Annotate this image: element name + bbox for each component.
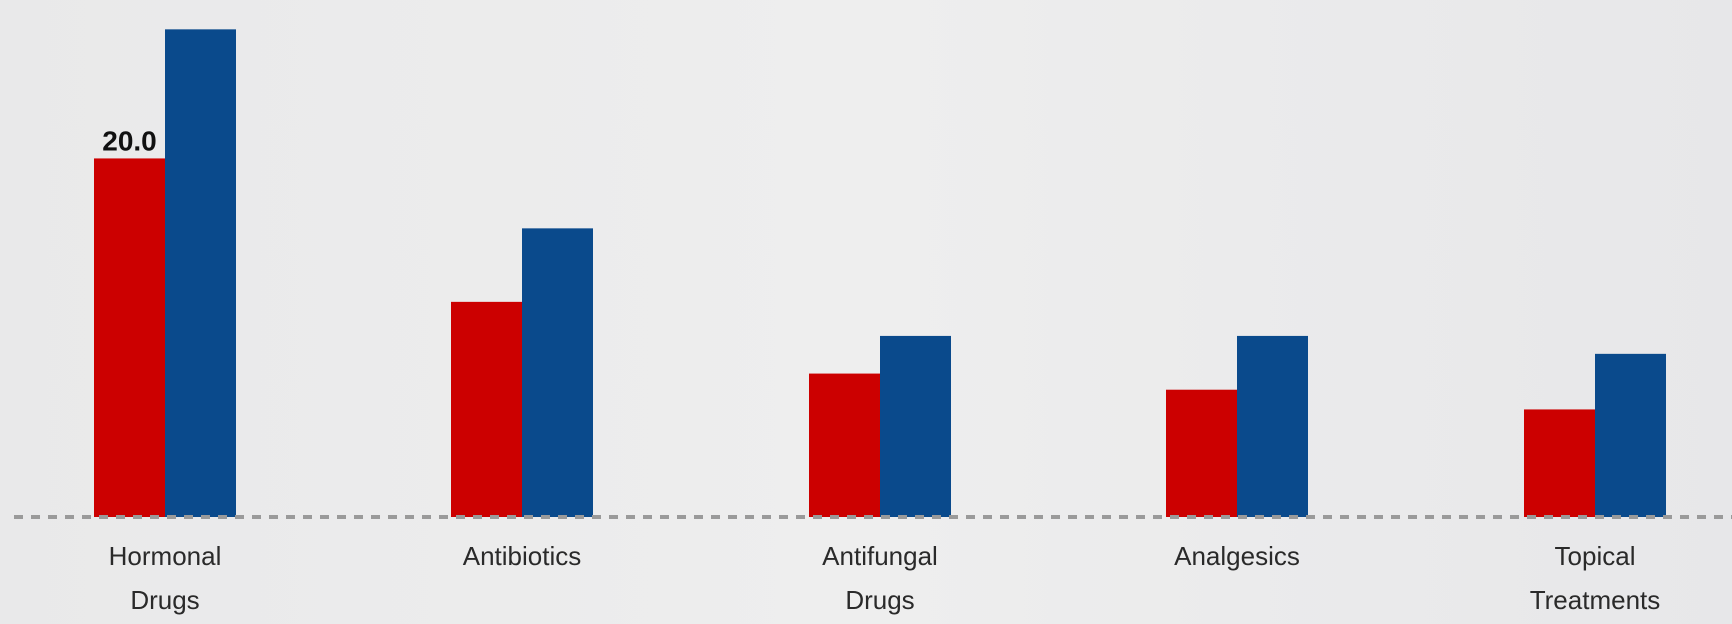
bar-series-1-3	[1237, 335, 1308, 517]
bar-series-1-0	[165, 29, 236, 517]
bar-series-0-0	[94, 158, 165, 517]
data-label: 20.0	[102, 125, 157, 156]
bar-series-1-2	[880, 335, 951, 517]
bar-series-0-3	[1166, 389, 1237, 517]
bar-series-0-1	[451, 301, 522, 517]
bar-series-0-4	[1524, 409, 1595, 517]
bar-series-1-4	[1595, 353, 1666, 517]
x-tick-label: Hormonal Drugs	[109, 541, 222, 615]
bar-series-0-2	[809, 373, 880, 517]
x-tick-label: Antibiotics	[463, 541, 582, 571]
x-tick-label: Analgesics	[1174, 541, 1300, 571]
bar-series-1-1	[522, 228, 593, 517]
x-tick-label: Topical Treatments	[1530, 541, 1661, 615]
x-tick-label: Antifungal Drugs	[822, 541, 938, 615]
